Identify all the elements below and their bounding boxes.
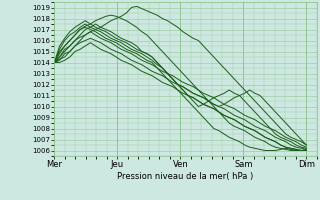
X-axis label: Pression niveau de la mer( hPa ): Pression niveau de la mer( hPa )	[117, 172, 254, 181]
